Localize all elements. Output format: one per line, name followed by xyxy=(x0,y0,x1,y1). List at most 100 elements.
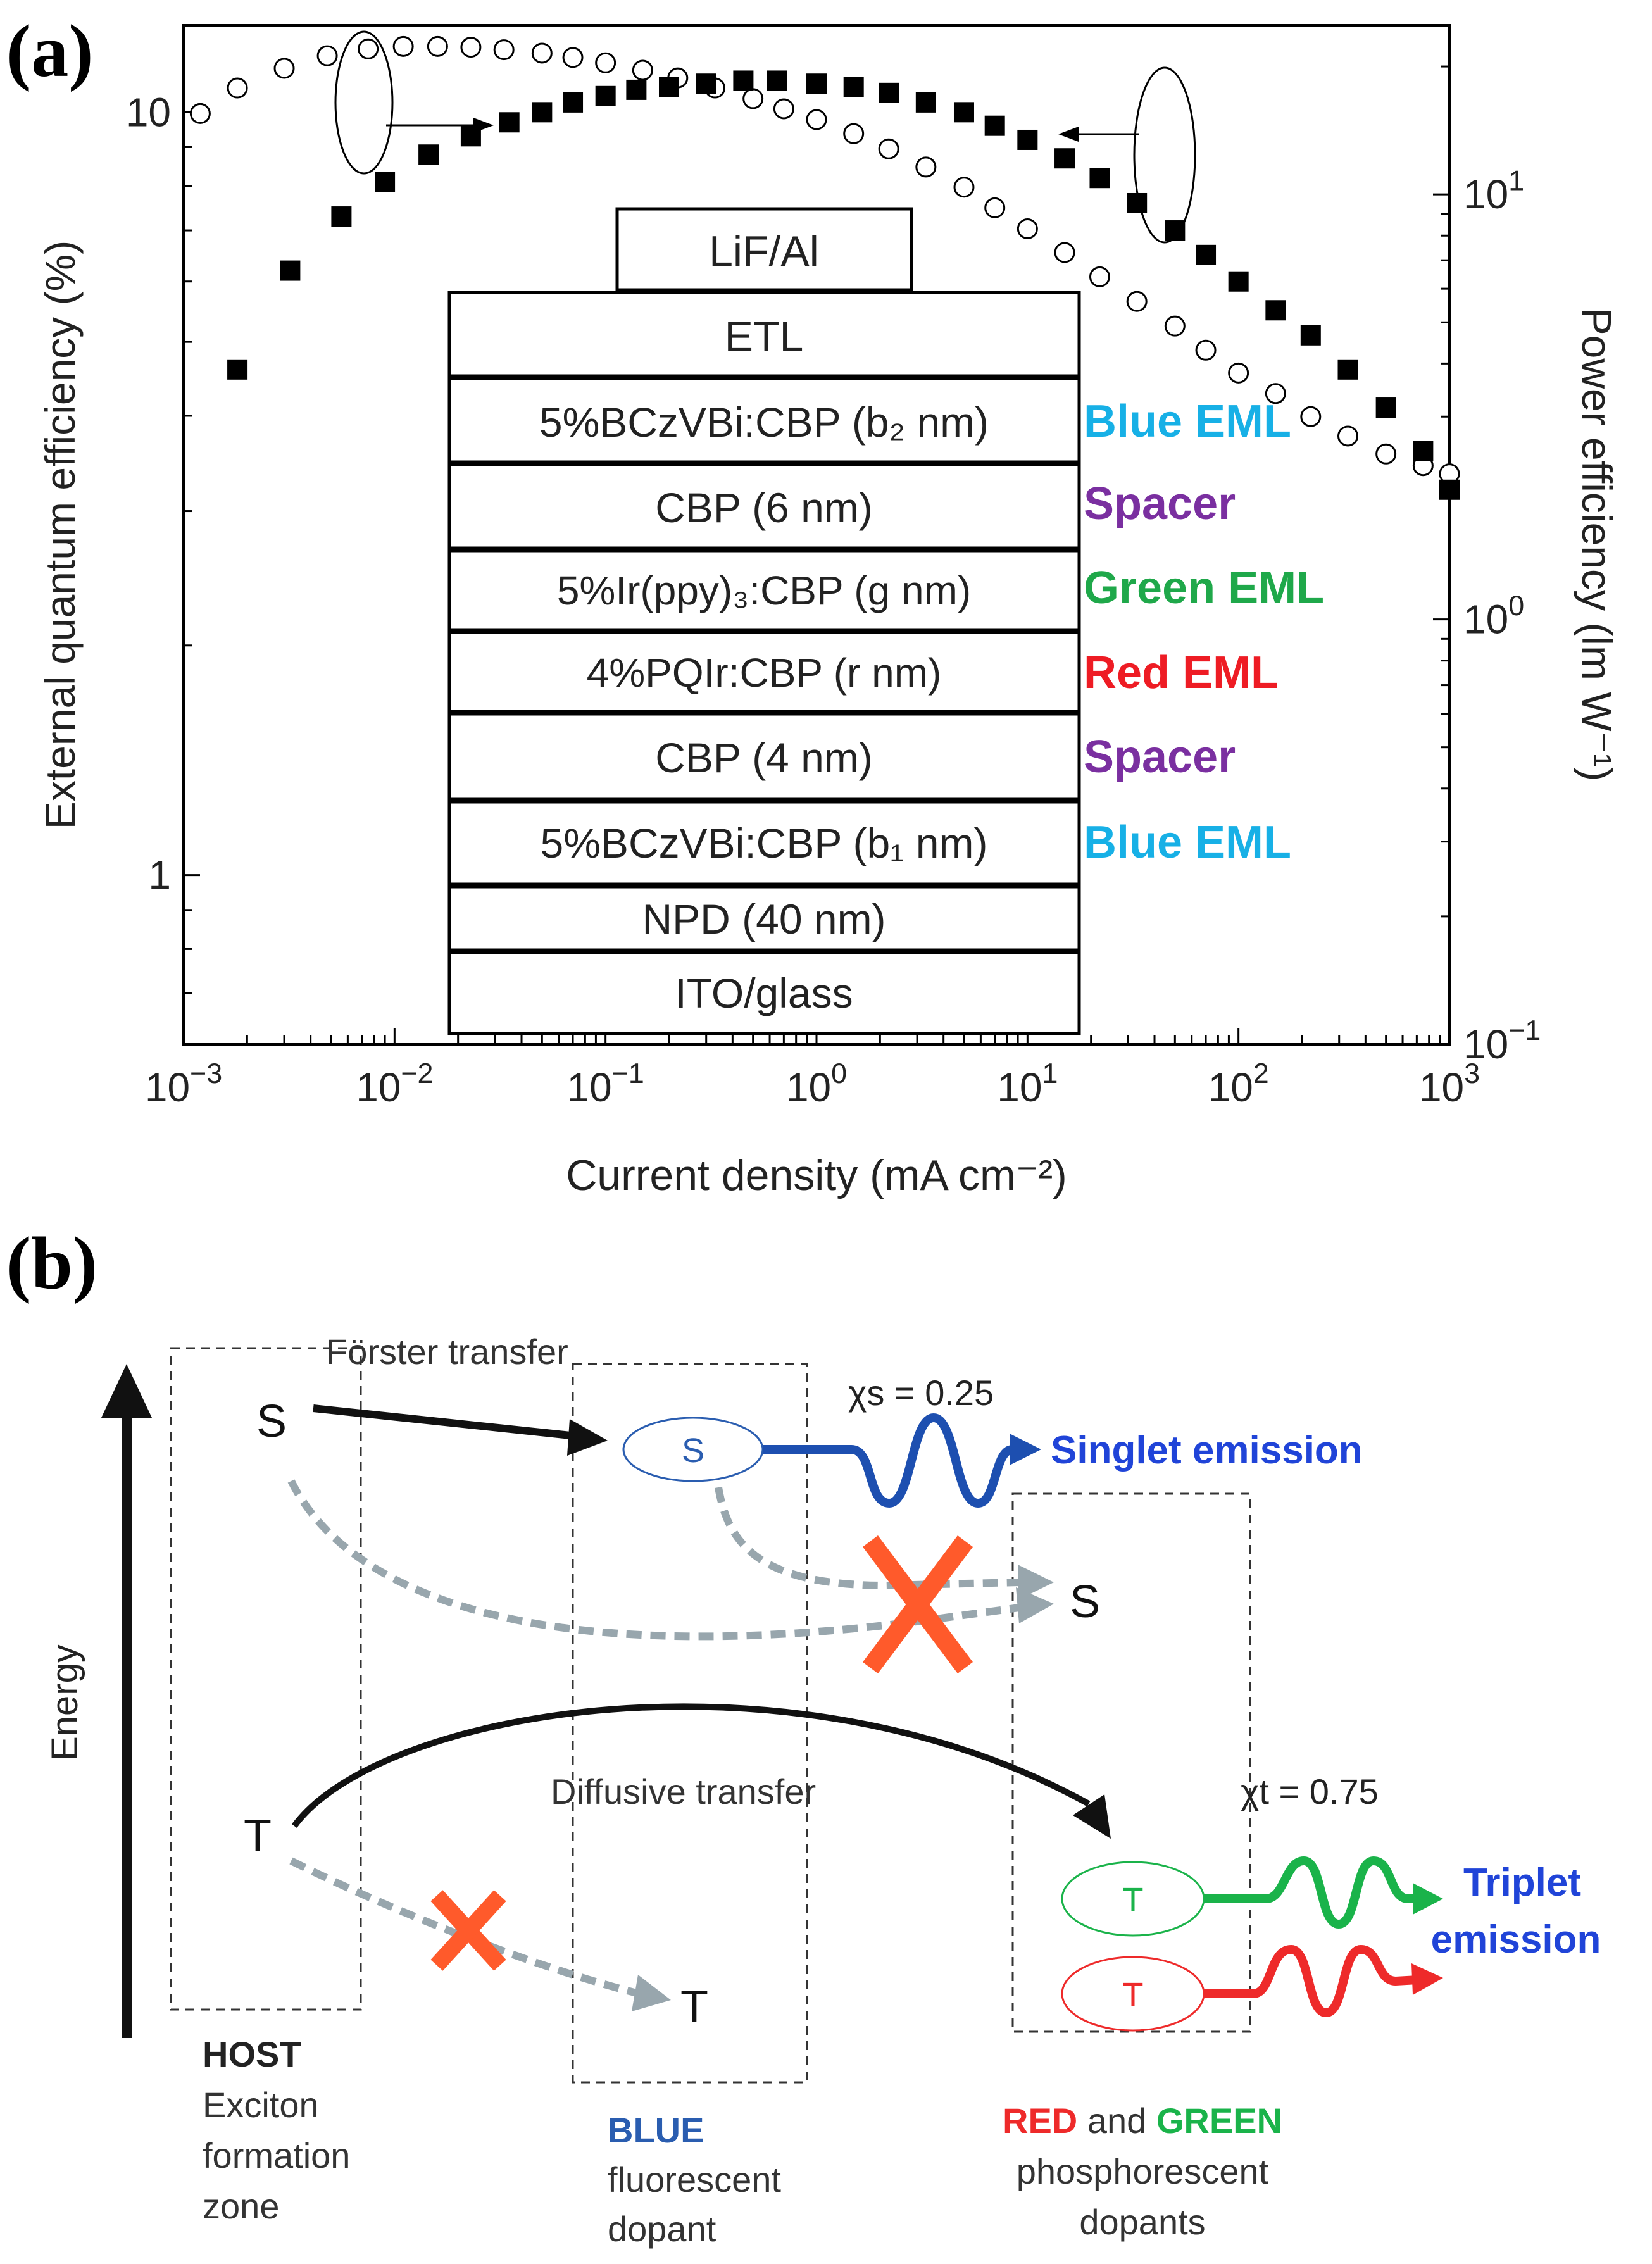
emission-label-red: Red EML xyxy=(1084,647,1279,698)
power-efficiency-point xyxy=(1375,443,1397,465)
red-green-caption-title: RED and GREEN xyxy=(1003,2101,1282,2141)
chi-t-label: χt = 0.75 xyxy=(1241,1772,1379,1811)
eqe-point xyxy=(1337,359,1358,380)
x-tick-label: 101 xyxy=(997,1058,1058,1110)
eqe-point xyxy=(915,92,936,113)
blue-to-rg-singlet-path xyxy=(715,1487,1020,1590)
eqe-point xyxy=(1439,479,1460,500)
blue-to-rg-singlet-arrow-icon xyxy=(1018,1565,1054,1600)
layer-spacer-6nm: CBP (6 nm) xyxy=(655,484,873,531)
blue-triplet-state: T xyxy=(680,1982,708,2032)
eqe-point xyxy=(806,73,827,94)
host-to-blue-triplet-path xyxy=(289,1857,641,1998)
eqe-point xyxy=(595,85,616,106)
eqe-point xyxy=(563,92,584,113)
eqe-point xyxy=(659,77,680,97)
red-word: RED xyxy=(1003,2101,1077,2141)
emission-label-blue-bottom: Blue EML xyxy=(1084,817,1291,868)
forster-arrow-icon xyxy=(567,1419,608,1456)
y-tick-label: 1 xyxy=(148,853,171,898)
diffusive-label: Diffusive transfer xyxy=(551,1772,816,1811)
power-efficiency-point xyxy=(915,156,937,178)
eqe-point xyxy=(1089,168,1110,189)
emission-label-blue-top: Blue EML xyxy=(1084,396,1291,447)
emission-label-spacer-bottom: Spacer xyxy=(1084,732,1236,782)
eqe-point xyxy=(1228,271,1249,292)
chi-s-label: χs = 0.25 xyxy=(848,1373,994,1413)
panel-b-label: (b) xyxy=(6,1222,97,1304)
rg-caption-line: phosphorescent xyxy=(1017,2151,1269,2191)
y2-tick-label: 101 xyxy=(1463,165,1524,217)
x-axis-label: Current density (mA cm⁻²) xyxy=(566,1151,1067,1199)
stack-layer-box xyxy=(447,800,1081,886)
left-arrow-icon xyxy=(1058,127,1079,142)
forster-arrow-line xyxy=(313,1404,583,1441)
x-tick-label: 103 xyxy=(1419,1058,1480,1110)
eqe-point xyxy=(953,102,974,123)
blocked-singlet-cross-icon xyxy=(863,1535,973,1673)
power-efficiency-point xyxy=(773,98,794,120)
host-caption-title: HOST xyxy=(203,2034,301,2074)
eqe-point xyxy=(1196,244,1217,265)
red-emission-arrow-icon xyxy=(1411,1963,1443,1995)
eqe-point xyxy=(1017,129,1038,150)
layer-blue-eml-b1: 5%BCzVBi:CBP (b₁ nm) xyxy=(541,820,988,866)
green-emission-arrow-icon xyxy=(1413,1883,1443,1915)
eqe-point xyxy=(227,359,248,380)
power-efficiency-point xyxy=(460,37,482,58)
host-triplet-state: T xyxy=(244,1811,272,1861)
stack-layer-box xyxy=(447,291,1081,378)
power-efficiency-point xyxy=(953,177,975,198)
power-efficiency-point xyxy=(493,39,515,61)
power-efficiency-point xyxy=(595,52,616,73)
eqe-point xyxy=(280,260,301,281)
power-efficiency-point xyxy=(1054,242,1075,263)
triplet-emission-label-line2: emission xyxy=(1431,1918,1601,1961)
eqe-point xyxy=(984,115,1005,136)
and-word: and xyxy=(1077,2101,1156,2141)
eqe-point xyxy=(733,70,754,91)
power-efficiency-point xyxy=(806,109,827,130)
power-efficiency-point xyxy=(562,47,584,68)
circle-series-ellipse xyxy=(334,30,394,175)
stack-layer-box xyxy=(447,463,1081,550)
layer-red-eml: 4%PQIr:CBP (r nm) xyxy=(587,650,942,696)
power-efficiency-point xyxy=(1228,362,1249,384)
power-efficiency-point xyxy=(273,58,295,79)
power-efficiency-point xyxy=(1164,315,1186,337)
diffusive-transfer-arc xyxy=(291,1703,1091,1828)
layer-blue-eml-b2: 5%BCzVBi:CBP (b₂ nm) xyxy=(539,399,989,446)
power-efficiency-series xyxy=(189,35,1460,485)
emission-label-green: Green EML xyxy=(1084,563,1324,613)
eqe-point xyxy=(843,77,864,97)
stack-layer-box xyxy=(447,377,1081,464)
layer-npd: NPD (40 nm) xyxy=(642,896,885,942)
green-word: GREEN xyxy=(1156,2101,1282,2141)
eqe-point xyxy=(879,82,899,103)
layer-lif-al: LiF/Al xyxy=(709,227,819,275)
power-efficiency-point xyxy=(531,42,553,64)
blue-dopant-zone-box xyxy=(572,1363,808,2084)
power-efficiency-point xyxy=(1337,425,1359,447)
y2-tick-label: 100 xyxy=(1463,590,1524,642)
eqe-point xyxy=(696,73,716,94)
y2-axis-label: Power efficiency (lm W⁻¹) xyxy=(1574,308,1620,782)
energy-arrow-icon xyxy=(101,1364,152,1418)
eqe-point xyxy=(1375,397,1396,418)
stack-layer-box xyxy=(615,207,913,292)
host-to-rg-singlet-arrow-icon xyxy=(1016,1587,1054,1623)
eqe-point xyxy=(375,172,396,192)
host-singlet-state: S xyxy=(256,1396,287,1447)
layer-green-eml: 5%Ir(ppy)₃:CBP (g nm) xyxy=(557,568,971,613)
x-axis: 10−3 10−2 10−1 100 101 102 103 xyxy=(145,1028,1480,1110)
eqe-point xyxy=(626,79,647,100)
blue-caption-title: BLUE xyxy=(608,2110,704,2150)
power-efficiency-point xyxy=(227,77,248,99)
host-caption-line: formation xyxy=(203,2136,350,2175)
emission-label-spacer-top: Spacer xyxy=(1084,478,1236,529)
power-efficiency-point xyxy=(878,138,899,159)
device-stack: LiF/Al ETL 5%BCzVBi:CBP (b₂ nm) CBP (6 n… xyxy=(447,207,1324,1035)
y2-tick-label: 10−1 xyxy=(1463,1015,1541,1067)
power-efficiency-point xyxy=(427,35,448,57)
